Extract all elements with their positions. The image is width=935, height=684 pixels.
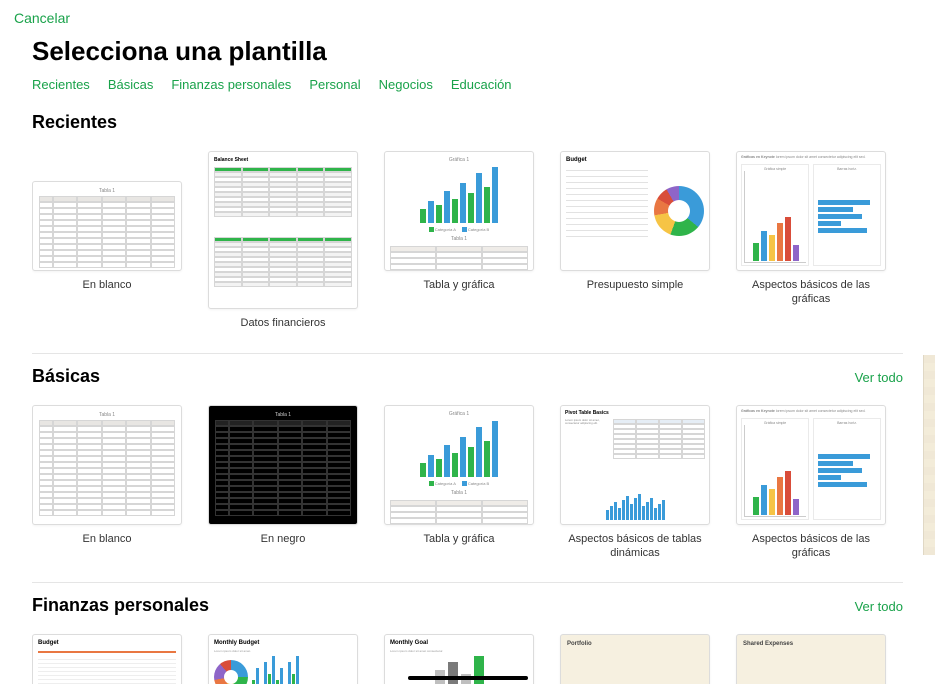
see-all-basicas[interactable]: Ver todo (855, 370, 903, 385)
mini-title: Balance Sheet (214, 157, 352, 163)
template-thumb-blank[interactable]: Tabla 1 (32, 405, 182, 525)
mini-title: Portfolio (567, 641, 703, 647)
mini-header: Tabla 1 (215, 412, 351, 420)
mini-title: Monthly Goal (390, 640, 528, 646)
tab-finanzas[interactable]: Finanzas personales (171, 77, 291, 92)
template-card[interactable]: Monthly Budget Lorem ipsum dolor sit ame… (208, 634, 358, 684)
template-thumb-chartbasics[interactable]: Gráficas en Keynote lorem ipsum dolor si… (736, 405, 886, 525)
tab-recientes[interactable]: Recientes (32, 77, 90, 92)
mini-table-title: Tabla 1 (390, 490, 528, 496)
template-thumb-financial[interactable]: Balance Sheet (208, 151, 358, 309)
tab-personal[interactable]: Personal (309, 77, 360, 92)
template-card[interactable]: Tabla 1 En blanco (32, 405, 182, 561)
mini-desc: Lorem ipsum dolor sit amet consectetur. (390, 649, 528, 653)
template-label: En negro (261, 533, 306, 547)
template-thumb-shared[interactable]: Shared Expenses (736, 634, 886, 684)
template-card[interactable]: Tabla 1 En blanco (32, 151, 182, 331)
template-label: En blanco (83, 279, 132, 293)
mini-title: Shared Expenses (743, 641, 879, 647)
template-thumb-monthly-budget[interactable]: Monthly Budget Lorem ipsum dolor sit ame… (208, 634, 358, 684)
template-thumb-black[interactable]: Tabla 1 (208, 405, 358, 525)
template-label: En blanco (83, 533, 132, 547)
template-card[interactable]: Pivot Table Basics Lorem ipsum dolor sit… (560, 405, 710, 561)
tab-basicas[interactable]: Básicas (108, 77, 154, 92)
mini-title: Budget (566, 157, 648, 163)
mini-chart-title: Gráfica 1 (390, 157, 528, 163)
section-title-finanzas: Finanzas personales (32, 595, 209, 616)
template-card[interactable]: Portfolio (560, 634, 710, 684)
mini-desc: Gráficas en Keynote lorem ipsum dolor si… (741, 410, 881, 414)
section-title-basicas: Básicas (32, 366, 100, 387)
template-label: Presupuesto simple (587, 279, 684, 293)
template-card[interactable]: Budget Presupuesto simple (560, 151, 710, 331)
template-label: Aspectos básicos de las gráficas (736, 279, 886, 307)
section-recientes: Recientes Tabla 1 En blanco Balance Shee… (0, 102, 935, 343)
ruler-peek (923, 355, 935, 555)
mini-title: Budget (38, 640, 176, 646)
template-thumb-blank[interactable]: Tabla 1 (32, 181, 182, 271)
mini-desc: Lorem ipsum dolor sit amet. (214, 649, 352, 653)
template-thumb-chartbasics[interactable]: Gráficas en Keynote lorem ipsum dolor si… (736, 151, 886, 271)
page-title: Selecciona una plantilla (0, 28, 935, 73)
pie-chart (214, 660, 248, 684)
donut-chart (654, 186, 704, 236)
mini-title: Pivot Table Basics (565, 410, 705, 416)
mini-table-title: Tabla 1 (390, 236, 528, 242)
template-card[interactable]: Gráfica 1 Categoría ACategoría B Tabla 1… (384, 151, 534, 331)
template-thumb-portfolio[interactable]: Portfolio (560, 634, 710, 684)
section-title-recientes: Recientes (32, 112, 117, 133)
template-card[interactable]: Shared Expenses (736, 634, 886, 684)
template-label: Tabla y gráfica (424, 533, 495, 547)
template-thumb-combo[interactable]: Gráfica 1 Categoría ACategoría B Tabla 1 (384, 151, 534, 271)
template-label: Datos financieros (241, 317, 326, 331)
template-label: Aspectos básicos de tablas dinámicas (560, 533, 710, 561)
mini-header: Tabla 1 (39, 412, 175, 420)
mini-title: Monthly Budget (214, 640, 352, 646)
mini-header: Tabla 1 (39, 188, 175, 196)
category-tabs: Recientes Básicas Finanzas personales Pe… (0, 73, 935, 102)
template-card[interactable]: Budget (32, 634, 182, 684)
template-thumb-pivot[interactable]: Pivot Table Basics Lorem ipsum dolor sit… (560, 405, 710, 525)
template-thumb-budget[interactable]: Budget (560, 151, 710, 271)
template-thumb-budget2[interactable]: Budget (32, 634, 182, 684)
template-label: Tabla y gráfica (424, 279, 495, 293)
template-thumb-combo[interactable]: Gráfica 1 Categoría ACategoría B Tabla 1 (384, 405, 534, 525)
template-card[interactable]: Gráficas en Keynote lorem ipsum dolor si… (736, 405, 886, 561)
tab-negocios[interactable]: Negocios (379, 77, 433, 92)
template-card[interactable]: Gráfica 1 Categoría ACategoría B Tabla 1… (384, 405, 534, 561)
section-finanzas: Finanzas personales Ver todo Budget Mont… (0, 572, 935, 684)
tab-educacion[interactable]: Educación (451, 77, 512, 92)
mini-chart-title: Gráfica 1 (390, 411, 528, 417)
template-card[interactable]: Balance Sheet Datos financieros (208, 151, 358, 331)
see-all-finanzas[interactable]: Ver todo (855, 599, 903, 614)
template-card[interactable]: Gráficas en Keynote lorem ipsum dolor si… (736, 151, 886, 331)
template-card[interactable]: Tabla 1 En negro (208, 405, 358, 561)
mini-desc: Lorem ipsum dolor sit amet, consectetur … (565, 419, 609, 487)
home-indicator (408, 676, 528, 680)
section-basicas: Básicas Ver todo Tabla 1 En blanco Tabla… (0, 343, 935, 573)
template-label: Aspectos básicos de las gráficas (736, 533, 886, 561)
cancel-button[interactable]: Cancelar (14, 10, 70, 26)
mini-desc: Gráficas en Keynote lorem ipsum dolor si… (741, 156, 881, 160)
